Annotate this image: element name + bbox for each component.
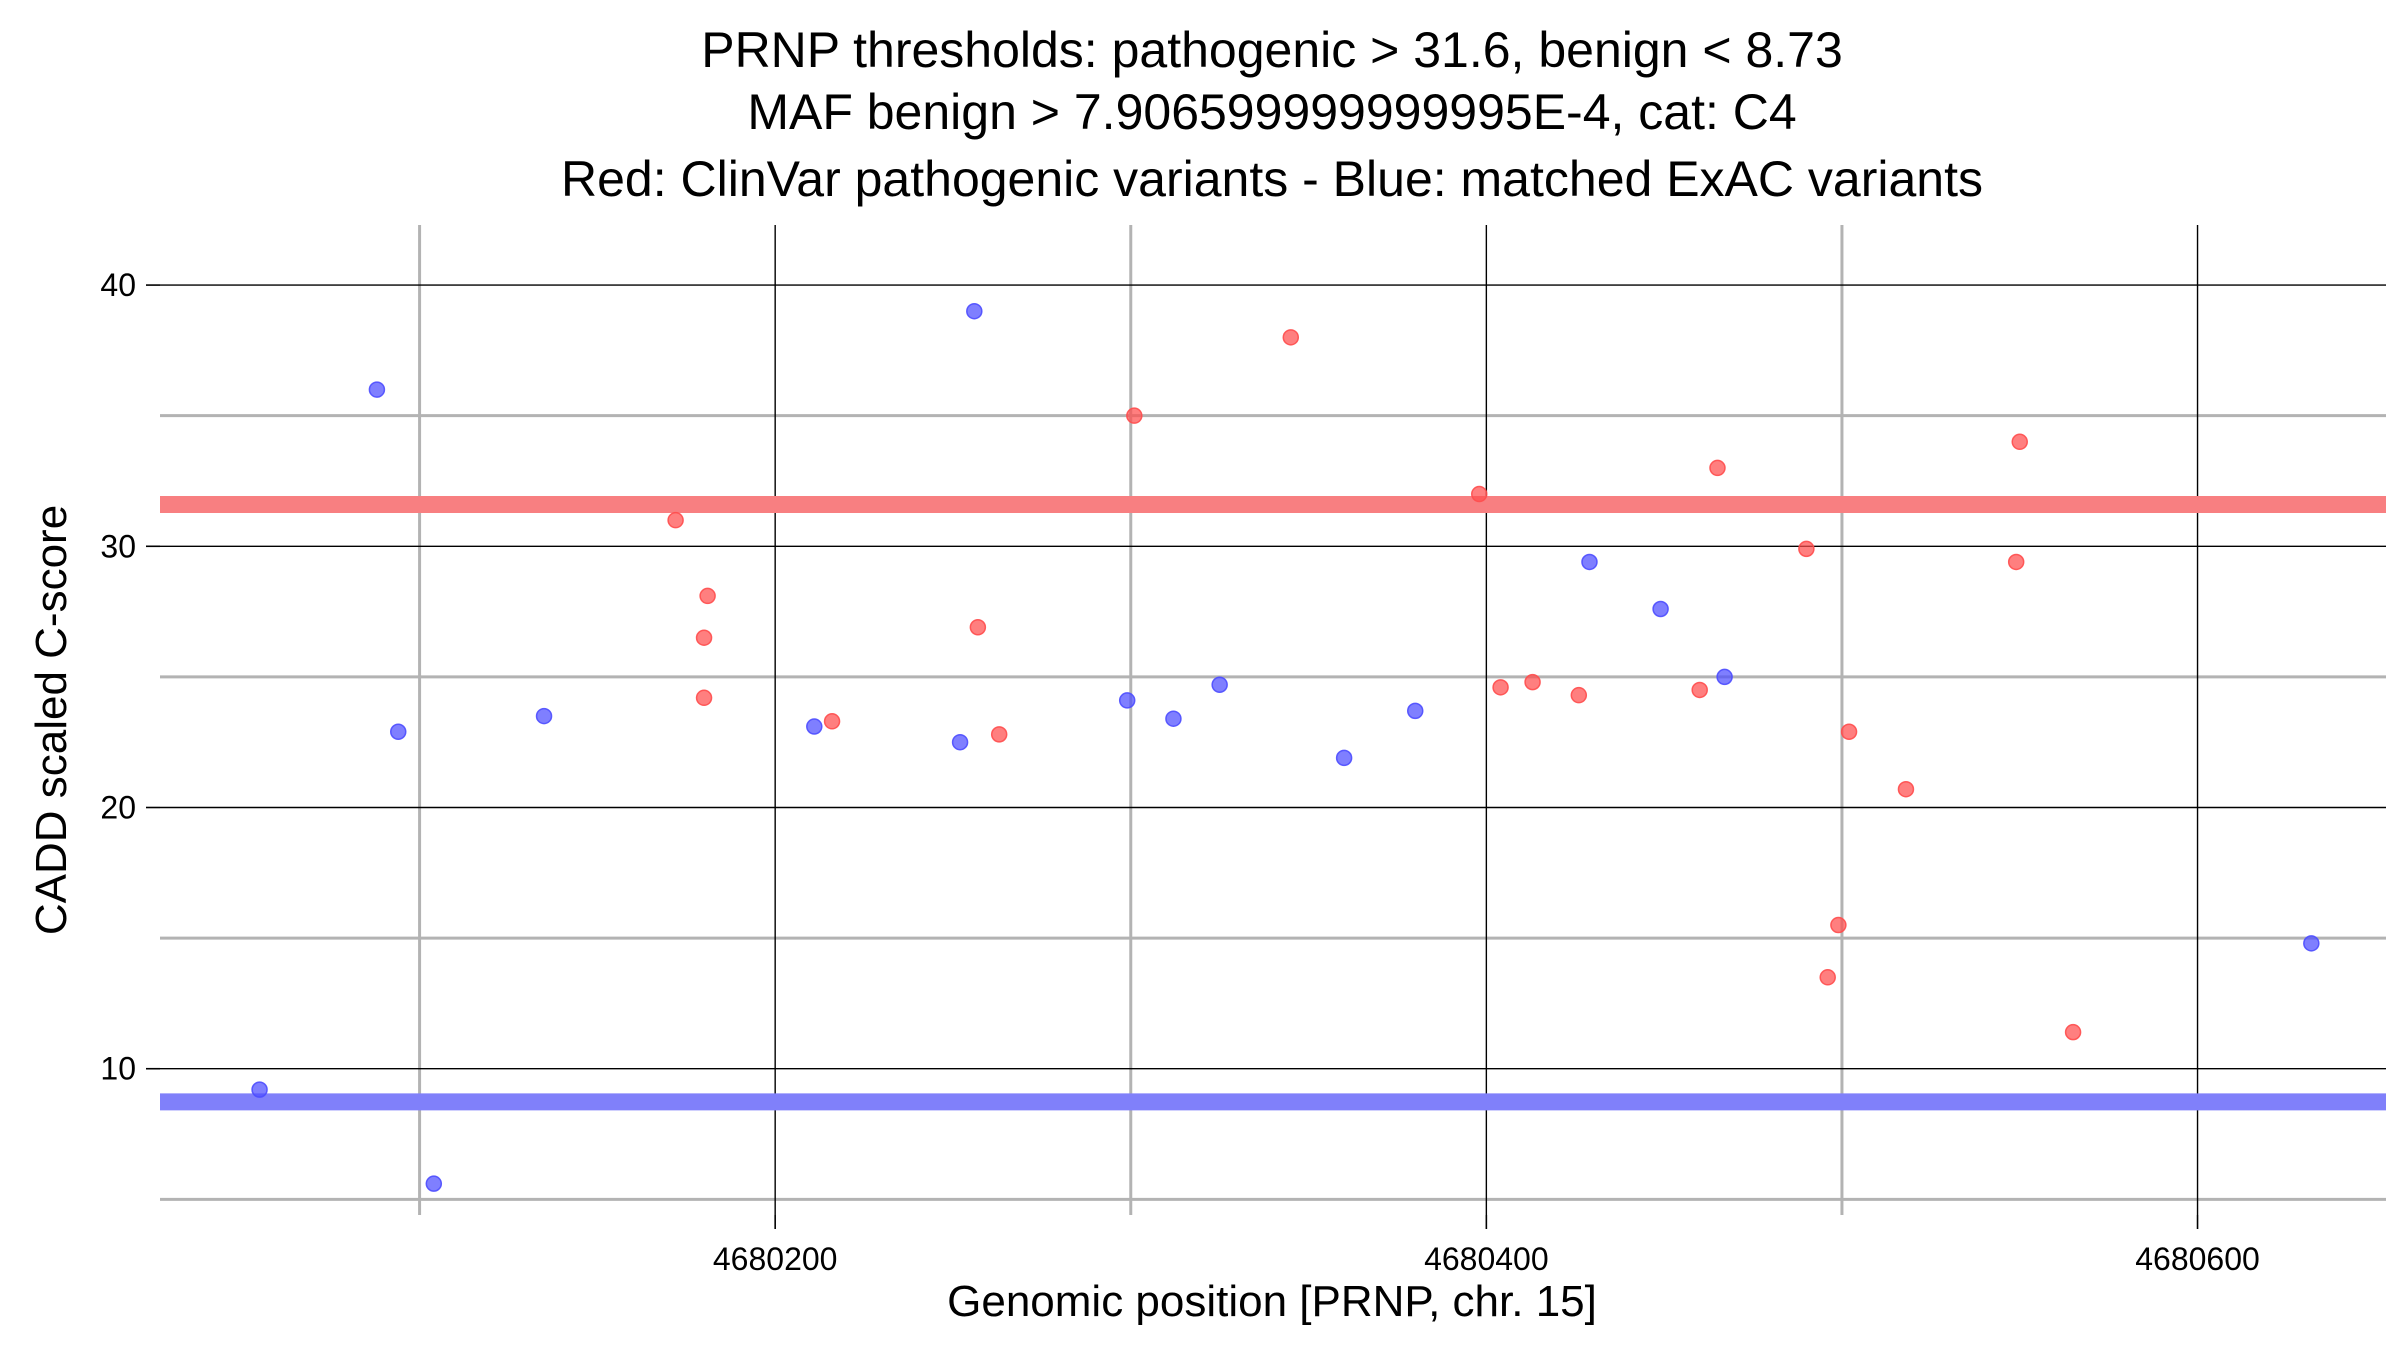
clinvar-point	[1524, 673, 1541, 691]
exac-point	[1335, 749, 1353, 767]
y-tick-label: 40	[100, 267, 136, 303]
clinvar-point	[1830, 916, 1847, 934]
clinvar-point	[1691, 681, 1708, 699]
clinvar-point	[1897, 780, 1915, 798]
y-tick-label: 10	[100, 1051, 136, 1087]
exac-point	[1165, 710, 1182, 727]
axis-ticks: 10 20 30 40 4680200 4680400 4680600	[100, 267, 2259, 1277]
clinvar-point	[699, 587, 716, 605]
y-axis-title: CADD scaled C-score	[27, 505, 76, 935]
clinvar-point	[1709, 459, 1726, 477]
clinvar-point	[695, 629, 713, 646]
exac-point	[1406, 702, 1424, 720]
exac-point	[2303, 935, 2320, 952]
exac-point	[1118, 692, 1136, 709]
exac-point	[368, 381, 386, 398]
exac-point	[425, 1175, 443, 1192]
gridlines	[160, 225, 2386, 1215]
clinvar-point	[1570, 686, 1588, 704]
clinvar-point	[990, 726, 1008, 743]
exac-point	[251, 1081, 268, 1098]
exac-point	[1211, 676, 1228, 693]
y-tick-label: 20	[100, 790, 136, 826]
clinvar-point	[1492, 679, 1509, 696]
exac-point	[389, 723, 407, 741]
chart-title-line-1: PRNP thresholds: pathogenic > 31.6, beni…	[701, 22, 1843, 78]
clinvar-point	[1282, 329, 1300, 346]
clinvar-point	[1819, 969, 1836, 986]
chart-title-line-3: Red: ClinVar pathogenic variants - Blue:…	[561, 151, 1983, 207]
exac-point	[1581, 553, 1598, 571]
clinvar-point	[1470, 485, 1488, 503]
clinvar-point	[1840, 723, 1858, 741]
clinvar-point	[1798, 540, 1815, 558]
clinvar-point	[2007, 553, 2025, 571]
data-points	[251, 302, 2320, 1192]
exac-point	[806, 718, 823, 735]
x-tick-label: 4680400	[1424, 1241, 1549, 1277]
exac-point	[1716, 668, 1733, 686]
x-axis-title: Genomic position [PRNP, chr. 15]	[947, 1277, 1597, 1326]
exac-point	[966, 302, 983, 320]
chart-title-line-2: MAF benign > 7.906599999999995E-4, cat: …	[747, 84, 1796, 140]
clinvar-point	[823, 713, 841, 730]
clinvar-point	[667, 511, 684, 529]
x-tick-label: 4680200	[713, 1241, 838, 1277]
exac-point	[535, 707, 553, 725]
y-tick-label: 30	[100, 528, 136, 564]
clinvar-point	[1126, 407, 1143, 424]
clinvar-point	[2011, 433, 2028, 451]
exac-point	[951, 733, 969, 751]
clinvar-point	[695, 689, 713, 707]
clinvar-point	[969, 619, 987, 636]
clinvar-point	[2064, 1023, 2082, 1041]
threshold-lines	[160, 495, 2386, 1111]
x-tick-label: 4680600	[2135, 1241, 2260, 1277]
exac-point	[1652, 600, 1669, 618]
